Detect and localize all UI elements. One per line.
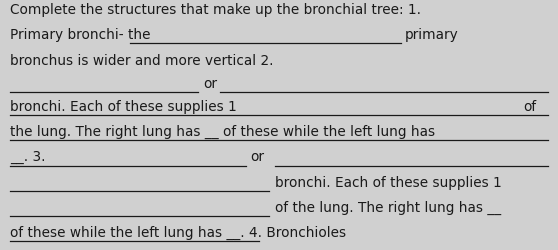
Text: bronchus is wider and more vertical 2.: bronchus is wider and more vertical 2. xyxy=(10,53,273,67)
Text: of these while the left lung has __. 4. Bronchioles: of these while the left lung has __. 4. … xyxy=(10,225,346,239)
Text: primary: primary xyxy=(405,28,458,42)
Text: or: or xyxy=(204,76,218,90)
Text: the lung. The right lung has __ of these while the left lung has: the lung. The right lung has __ of these… xyxy=(10,125,435,139)
Text: bronchi. Each of these supplies 1: bronchi. Each of these supplies 1 xyxy=(275,175,501,189)
Text: or: or xyxy=(251,150,264,164)
Text: Primary bronchi- the: Primary bronchi- the xyxy=(10,28,151,42)
Text: bronchi. Each of these supplies 1: bronchi. Each of these supplies 1 xyxy=(10,100,237,114)
Text: of: of xyxy=(523,100,537,114)
Text: __. 3.: __. 3. xyxy=(10,150,46,164)
Text: Complete the structures that make up the bronchial tree: 1.: Complete the structures that make up the… xyxy=(10,3,421,17)
Text: of the lung. The right lung has __: of the lung. The right lung has __ xyxy=(275,200,501,214)
